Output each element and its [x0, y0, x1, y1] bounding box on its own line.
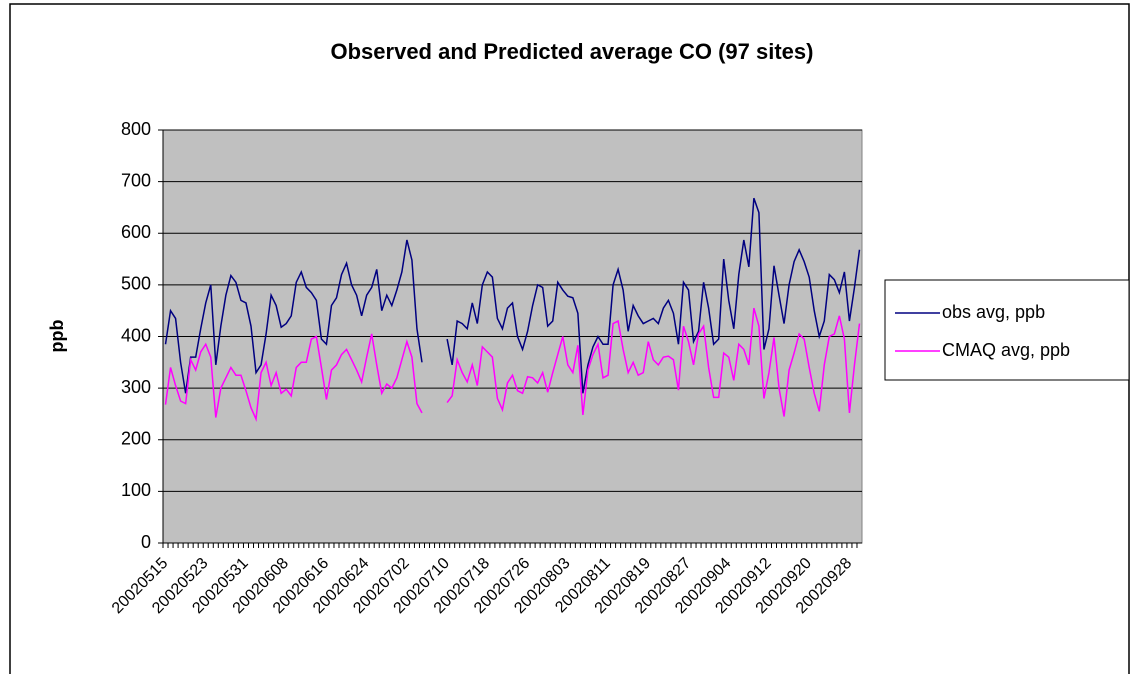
legend-label: obs avg, ppb [942, 302, 1045, 322]
y-tick-label: 500 [121, 274, 151, 294]
chart-title: Observed and Predicted average CO (97 si… [331, 39, 814, 64]
y-tick-label: 0 [141, 532, 151, 552]
y-tick-label: 600 [121, 222, 151, 242]
legend [884, 279, 1130, 381]
y-tick-label: 800 [121, 119, 151, 139]
y-tick-label: 100 [121, 480, 151, 500]
y-tick-label: 400 [121, 325, 151, 345]
y-axis-label: ppb [47, 320, 67, 353]
series-line [164, 307, 861, 422]
legend-label: CMAQ avg, ppb [942, 340, 1070, 360]
y-tick-label: 700 [121, 170, 151, 190]
series-line [164, 197, 861, 394]
y-tick-label: 200 [121, 429, 151, 449]
y-tick-label: 300 [121, 377, 151, 397]
